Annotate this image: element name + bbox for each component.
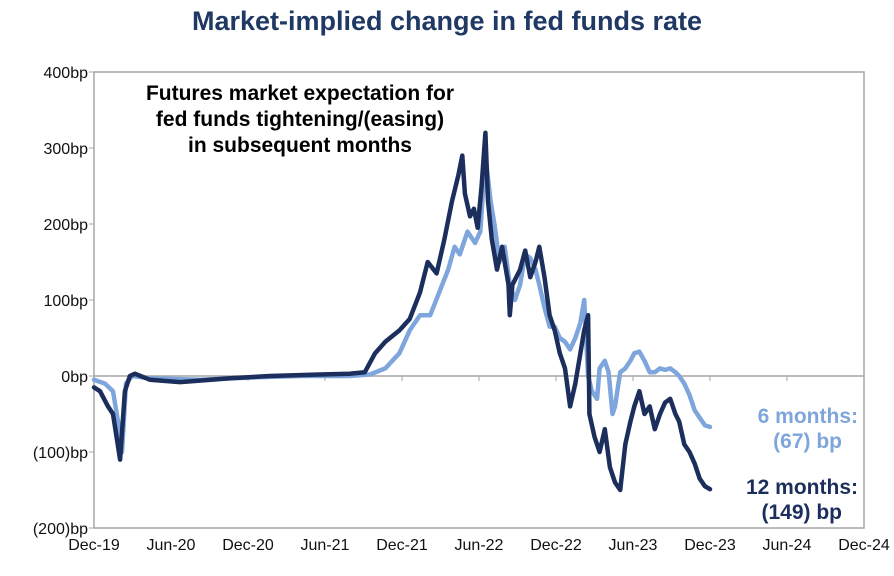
y-tick-label: 400bp	[44, 65, 89, 82]
series-label-6m-line1: 6 months:	[758, 405, 858, 428]
y-tick-label: 300bp	[44, 141, 89, 158]
chart-title: Market-implied change in fed funds rate	[191, 6, 703, 36]
x-tick-label: Jun-23	[609, 537, 658, 554]
series-label-6m-line2: (67) bp	[773, 430, 842, 453]
y-tick-label: (200)bp	[33, 521, 88, 538]
y-tick-label: 100bp	[44, 293, 89, 310]
x-tick-label: Dec-24	[838, 537, 890, 554]
annotation-line-2: fed funds tightening/(easing)	[156, 108, 444, 131]
x-tick-label: Dec-23	[684, 537, 736, 554]
x-tick-label: Jun-20	[147, 537, 196, 554]
annotation-line-3: in subsequent months	[188, 134, 412, 157]
series-label-12m-line2: (149) bp	[761, 501, 842, 524]
x-tick-label: Jun-22	[455, 537, 504, 554]
x-tick-label: Dec-21	[376, 537, 428, 554]
y-tick-label: 0bp	[61, 369, 88, 386]
x-tick-label: Dec-19	[68, 537, 120, 554]
series-label-12m-line1: 12 months:	[746, 476, 858, 499]
series-line-6-months	[91, 153, 713, 455]
annotation-line-1: Futures market expectation for	[146, 82, 454, 105]
x-tick-label: Jun-24	[763, 537, 812, 554]
series-line-12-months	[91, 130, 713, 493]
x-tick-label: Dec-22	[530, 537, 582, 554]
y-tick-label: 200bp	[44, 217, 89, 234]
x-tick-label: Dec-20	[222, 537, 274, 554]
y-tick-label: (100)bp	[33, 445, 88, 462]
x-tick-label: Jun-21	[301, 537, 350, 554]
